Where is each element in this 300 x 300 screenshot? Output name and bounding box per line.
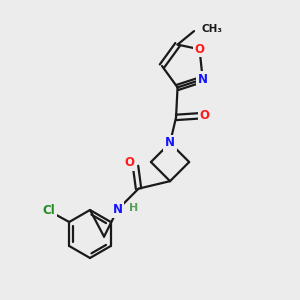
Text: Cl: Cl <box>43 204 56 217</box>
Text: N: N <box>112 203 122 216</box>
Text: CH₃: CH₃ <box>202 24 223 34</box>
Text: O: O <box>124 156 134 169</box>
Text: O: O <box>200 110 209 122</box>
Text: N: N <box>165 136 175 149</box>
Text: N: N <box>198 73 208 86</box>
Text: O: O <box>195 43 205 56</box>
Text: N: N <box>165 136 175 149</box>
Text: H: H <box>129 203 139 213</box>
